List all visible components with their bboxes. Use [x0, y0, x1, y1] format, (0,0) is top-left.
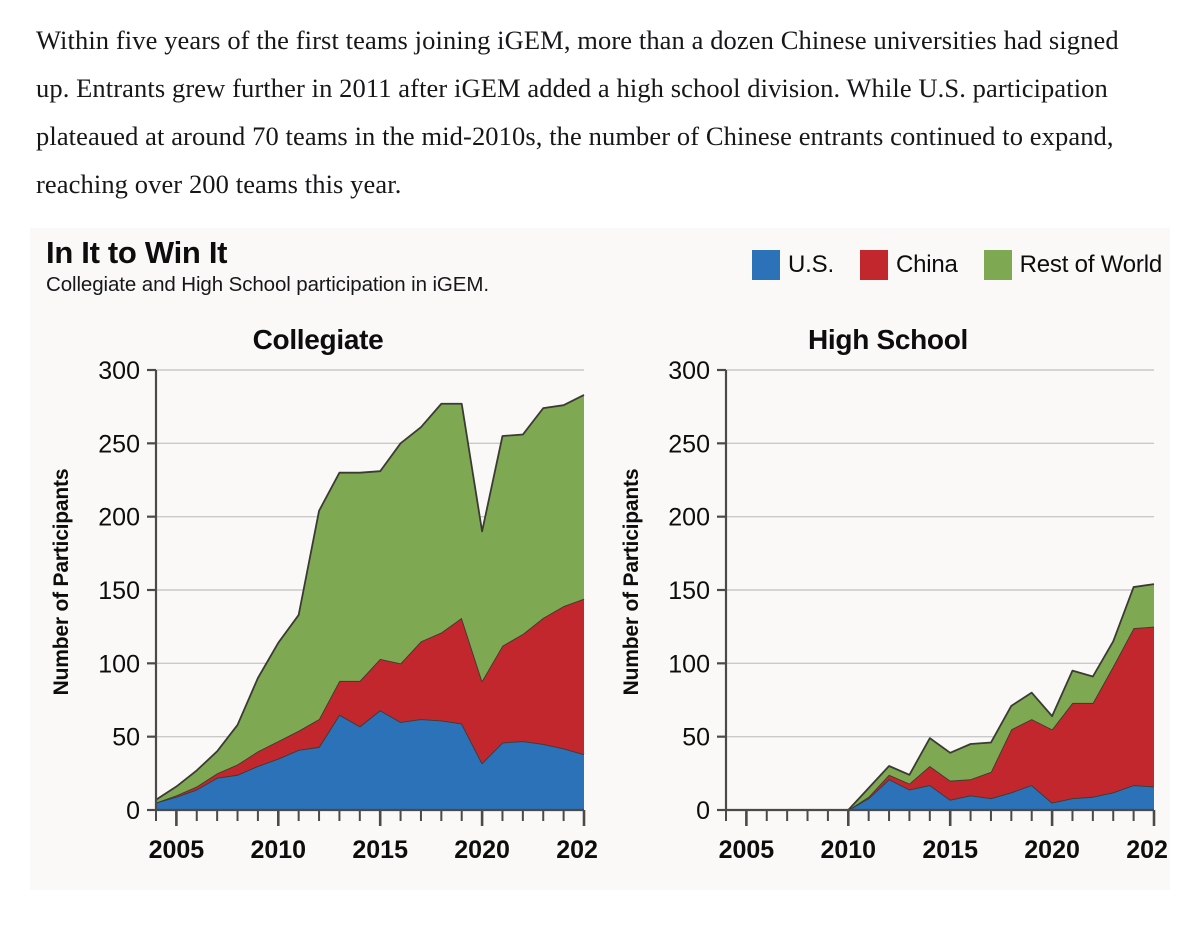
ytick-label: 0: [696, 797, 710, 825]
ytick-label: 100: [98, 650, 140, 678]
legend-swatch-icon: [983, 250, 1012, 280]
ytick-label: 100: [668, 650, 710, 678]
chart-subtitle: Collegiate and High School participation…: [46, 273, 489, 296]
chart-card: In It to Win It Collegiate and High Scho…: [30, 228, 1170, 890]
xtick-label: 2010: [250, 836, 306, 864]
chart-legend: U.S. China Rest of World: [752, 250, 1162, 280]
ytick-label: 200: [98, 504, 140, 532]
panel-highschool-title: High School: [807, 324, 969, 355]
legend-label: China: [895, 251, 958, 278]
legend-item-china[interactable]: China: [859, 250, 958, 280]
chart-header: In It to Win It Collegiate and High Scho…: [46, 236, 1154, 308]
xtick-label: 2025: [1126, 836, 1168, 864]
ytick-label: 300: [668, 358, 710, 385]
ytick-label: 250: [98, 430, 140, 458]
ytick-label: 200: [668, 504, 710, 532]
ytick-label: 150: [668, 577, 710, 605]
xtick-label: 2005: [719, 836, 775, 864]
ytick-label: 0: [126, 797, 140, 825]
ytick-label: 50: [112, 724, 140, 752]
ytick-label: 50: [682, 724, 710, 752]
chart-title: In It to Win It: [46, 235, 228, 270]
ytick-label: 250: [668, 430, 710, 458]
xtick-label: 2020: [454, 836, 510, 864]
panel-highschool: High School Number of Participants 0 50 10…: [608, 324, 1168, 880]
ytick-label: 150: [98, 577, 140, 605]
legend-label: U.S.: [788, 251, 834, 278]
legend-swatch-icon: [752, 250, 781, 280]
panel-collegiate-title: Collegiate: [252, 324, 384, 355]
xtick-label: 2010: [820, 836, 876, 864]
xtick-label: 2020: [1024, 836, 1080, 864]
article-paragraph: Within five years of the first teams joi…: [36, 25, 1119, 199]
panel-collegiate-plot: 0 50 100 150 200 250 300 2005 2010 2015 2020 2025: [98, 358, 598, 864]
legend-label: Rest of World: [1019, 251, 1163, 278]
panel-highschool-plot: 0 50 100 150 200 250 300 2005 2010 2015 2020 2025: [668, 358, 1168, 864]
xtick-label: 2005: [149, 836, 205, 864]
legend-item-u-s[interactable]: U.S.: [752, 250, 834, 280]
legend-item-rest-of-world[interactable]: Rest of World: [983, 250, 1163, 280]
panel-collegiate: Collegiate Number of Participants 0 50 100…: [38, 324, 598, 880]
xtick-label: 2015: [922, 836, 978, 864]
legend-swatch-icon: [859, 250, 888, 280]
ytick-label: 300: [98, 358, 140, 385]
xtick-label: 2025: [556, 836, 598, 864]
xtick-label: 2015: [352, 836, 408, 864]
